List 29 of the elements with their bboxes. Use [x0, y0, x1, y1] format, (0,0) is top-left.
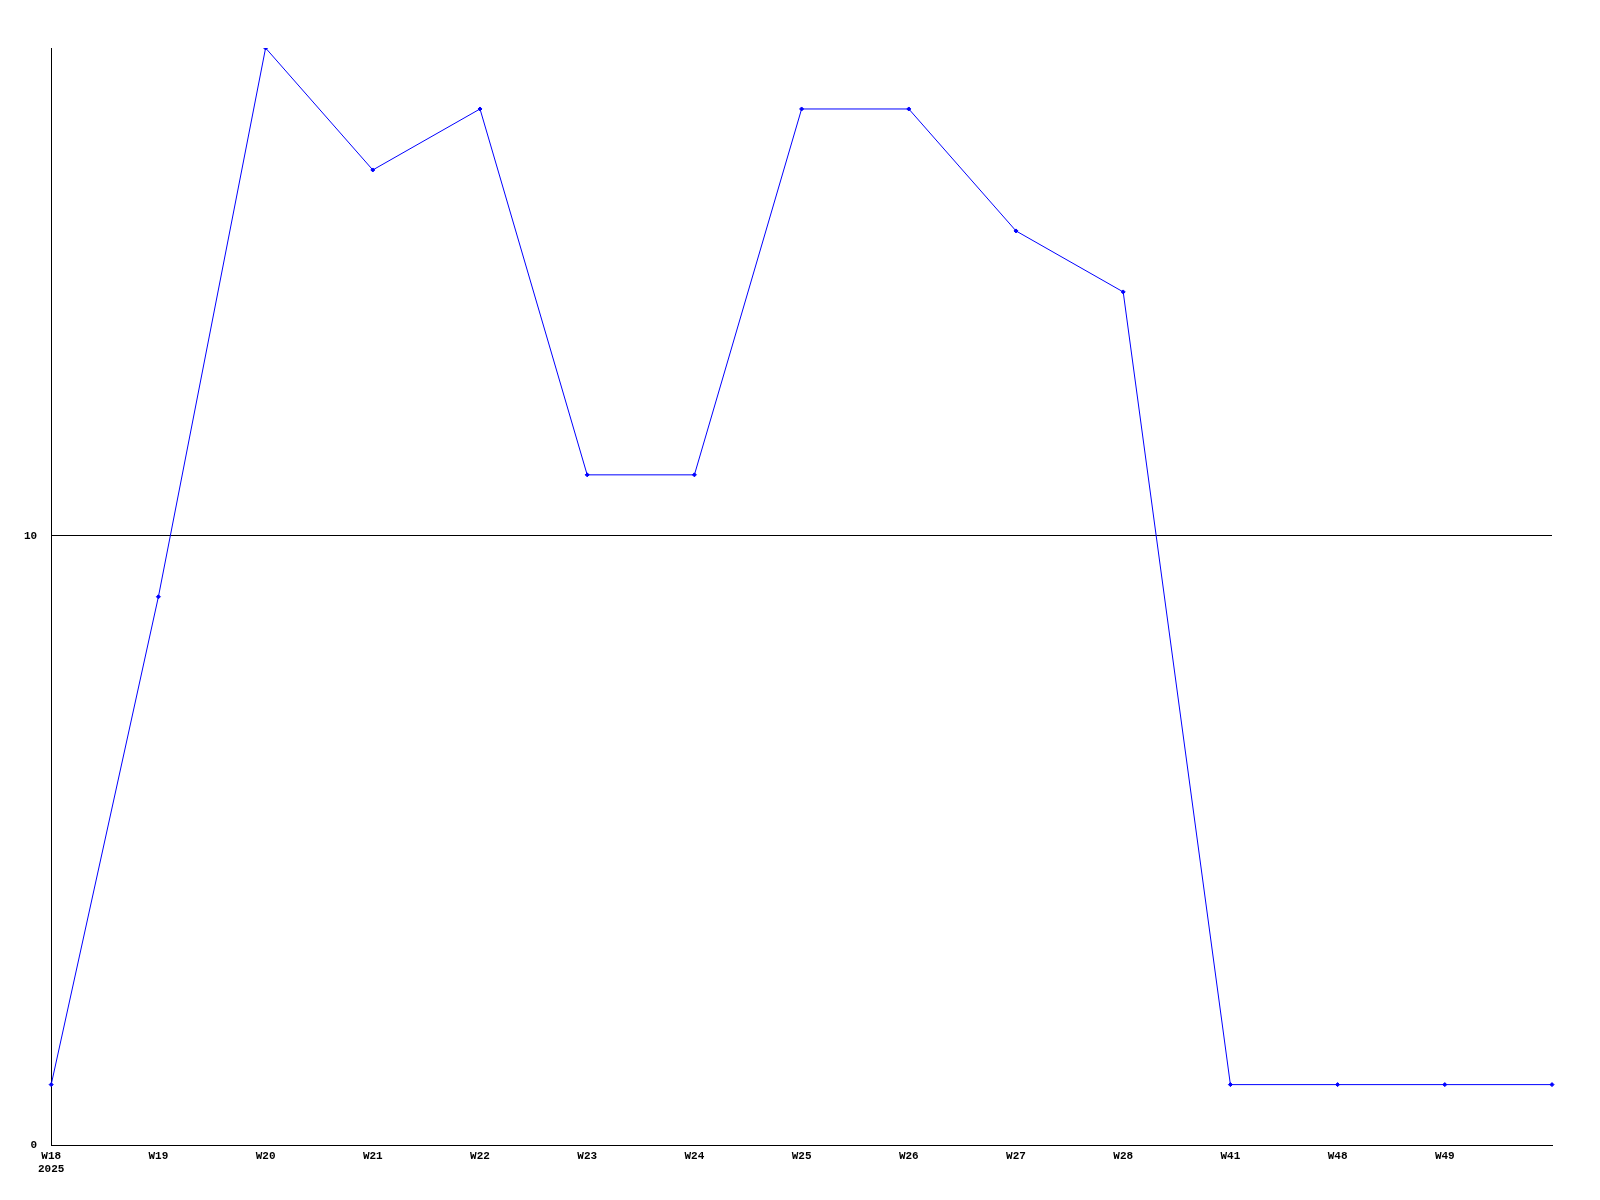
point [1227, 1082, 1233, 1088]
y-tick-label: 10 [24, 529, 38, 542]
point [799, 106, 805, 112]
x-tick-label: W24 [684, 1149, 705, 1162]
x-tick-label: W26 [898, 1149, 919, 1162]
point [1120, 289, 1126, 295]
x-tick-label: W25 [791, 1149, 812, 1162]
y-tick-label: 0 [30, 1139, 38, 1152]
point [48, 1082, 54, 1088]
x-tick-label: W23 [577, 1149, 598, 1162]
point [691, 472, 697, 478]
point [584, 472, 590, 478]
x-tick-label: W21 [362, 1149, 384, 1162]
point [1549, 1082, 1555, 1088]
x-tick-label: W19 [148, 1149, 169, 1162]
x-tick-label: W18 2025 [38, 1149, 65, 1176]
x-tick-label: W41 [1220, 1149, 1241, 1162]
point [906, 106, 912, 112]
point [1442, 1082, 1448, 1088]
x-tick-label: W27 [1006, 1149, 1026, 1162]
point [155, 594, 161, 600]
point [1013, 228, 1019, 234]
x-tick-label: W28 [1113, 1149, 1134, 1162]
point [370, 167, 376, 173]
point [1335, 1082, 1341, 1088]
x-tick-label: W22 [470, 1149, 490, 1162]
x-tick-label: W49 [1434, 1149, 1455, 1162]
x-tick-label: W20 [255, 1149, 276, 1162]
x-tick-label: W48 [1327, 1149, 1348, 1162]
